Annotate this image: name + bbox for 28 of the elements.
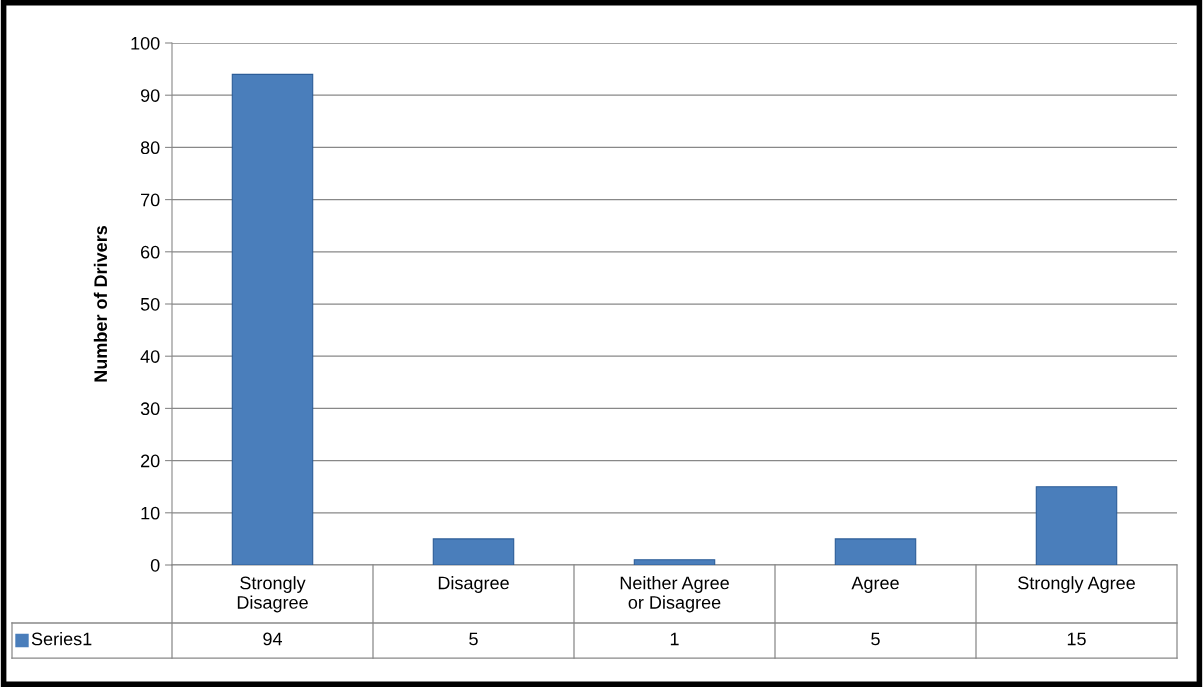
data-label: 5	[469, 632, 478, 646]
bar	[834, 538, 917, 565]
data-label: 5	[871, 632, 880, 646]
bar	[1035, 486, 1118, 565]
x-tick-label: Agree	[851, 576, 899, 593]
y-tick-label: 0	[150, 558, 160, 572]
y-tick-label: 30	[140, 402, 160, 416]
y-tick-label: 40	[140, 350, 160, 363]
y-tick-label: 70	[141, 193, 160, 207]
y-tick-label: 60	[141, 245, 160, 259]
y-axis-title: Number of Drivers	[93, 225, 108, 382]
x-tick-label: Strongly Disagree	[237, 576, 308, 613]
y-tick-label: 50	[140, 297, 160, 311]
legend-label: Series1	[31, 632, 92, 646]
x-tick-label: Disagree	[438, 576, 509, 593]
y-tick-label: 100	[131, 36, 160, 50]
y-tick-label: 10	[141, 506, 160, 520]
data-label: 94	[263, 632, 283, 646]
bar	[231, 73, 314, 565]
y-tick-label: 20	[141, 454, 160, 468]
x-tick-label: Neither Agree or Disagree	[620, 576, 729, 613]
y-tick-label: 90	[140, 89, 160, 102]
data-label: 1	[670, 632, 679, 646]
y-tick-label: 80	[140, 141, 160, 155]
x-tick-label: Strongly Agree	[1018, 576, 1135, 593]
bar	[633, 559, 716, 565]
data-label: 15	[1067, 632, 1086, 646]
bar	[432, 538, 515, 565]
